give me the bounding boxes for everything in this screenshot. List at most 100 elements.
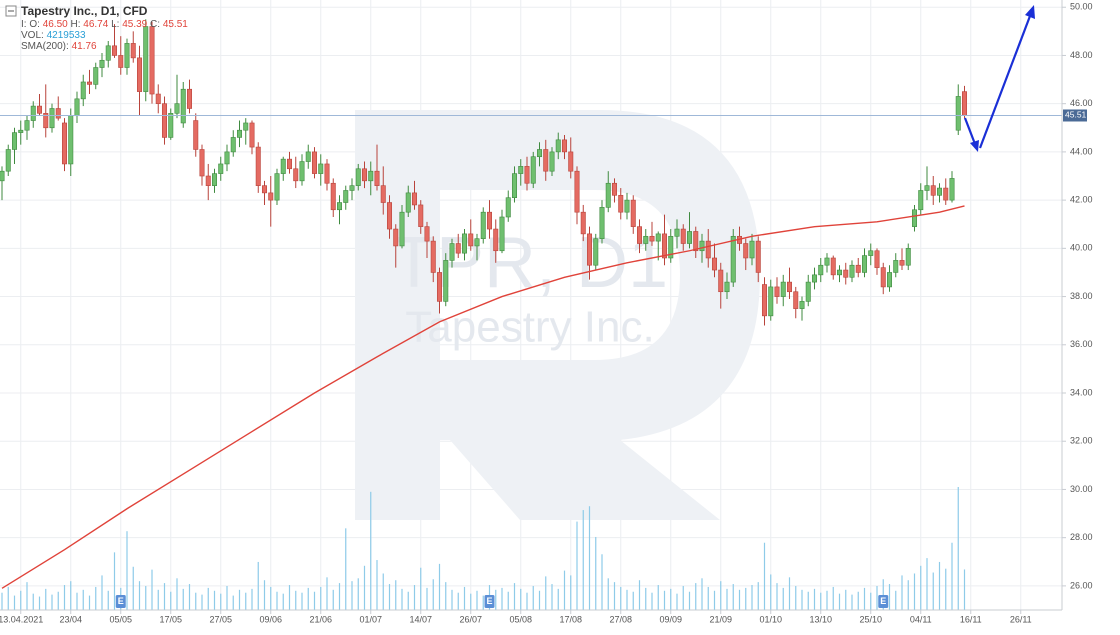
x-tick-label: 17/08 bbox=[559, 614, 582, 624]
field-value: 45.51 bbox=[163, 19, 188, 30]
volume-bar bbox=[376, 560, 378, 610]
annotation-arrows bbox=[963, 5, 1035, 152]
x-tick-label: 01/10 bbox=[759, 614, 782, 624]
volume-bar bbox=[238, 589, 241, 610]
volume-bar bbox=[63, 585, 66, 610]
candle-body bbox=[218, 163, 224, 174]
volume-bar bbox=[282, 593, 284, 610]
candle-body bbox=[911, 209, 917, 227]
candle-body bbox=[193, 120, 199, 150]
candle-body bbox=[318, 163, 324, 174]
candle-body bbox=[0, 170, 5, 182]
volume-bar bbox=[763, 542, 766, 610]
volume-bar bbox=[945, 568, 947, 610]
candle-body bbox=[205, 175, 211, 186]
candle-body bbox=[661, 233, 667, 259]
candle-body bbox=[212, 173, 218, 186]
candle-body bbox=[618, 194, 624, 213]
x-tick-label: 05/08 bbox=[509, 614, 532, 624]
volume-bar bbox=[657, 585, 659, 610]
arrow-head bbox=[970, 140, 979, 152]
volume-bar bbox=[195, 592, 197, 610]
candle-body bbox=[536, 149, 542, 158]
candle-body bbox=[324, 163, 330, 184]
candle-body bbox=[343, 190, 349, 203]
volume-bar bbox=[576, 521, 578, 610]
volume-bar bbox=[845, 589, 847, 610]
candle-body bbox=[68, 115, 74, 165]
y-tick-label: 46.00 bbox=[1070, 98, 1093, 108]
volume-bar bbox=[832, 586, 834, 610]
sma-label: SMA(200): bbox=[21, 41, 69, 52]
field-label: O: bbox=[29, 19, 40, 30]
candle-body bbox=[187, 88, 193, 109]
candle-body bbox=[418, 204, 424, 227]
candle-body bbox=[924, 185, 930, 191]
candle-body bbox=[130, 43, 136, 59]
candle-body bbox=[543, 149, 549, 172]
volume-bar bbox=[795, 585, 797, 610]
volume-bar bbox=[7, 586, 9, 610]
x-tick-label: 26/11 bbox=[1010, 614, 1032, 624]
candle-body bbox=[461, 233, 467, 254]
header-title: Tapestry Inc., D1, CFD bbox=[21, 4, 148, 18]
volume-bar bbox=[420, 567, 422, 610]
price-label: 45.51 bbox=[1065, 110, 1087, 120]
candle-body bbox=[580, 211, 586, 235]
candle-body bbox=[699, 240, 705, 252]
volume-bar bbox=[457, 592, 459, 610]
volume-bar bbox=[263, 580, 266, 610]
event-marker bbox=[484, 595, 495, 608]
candle-body bbox=[805, 281, 811, 302]
candle-body bbox=[443, 260, 449, 302]
x-tick-label: 27/05 bbox=[209, 614, 232, 624]
candle-body bbox=[811, 274, 817, 283]
volume-bar bbox=[445, 582, 447, 610]
candle-body bbox=[449, 243, 455, 261]
candle-body bbox=[49, 108, 55, 129]
candle-body bbox=[861, 255, 867, 273]
candle-body bbox=[899, 260, 905, 266]
header-sma: SMA(200): 41.76 bbox=[21, 41, 97, 52]
candle-body bbox=[405, 192, 411, 213]
candle-body bbox=[468, 233, 474, 247]
candle-body bbox=[105, 45, 111, 61]
volume-bar bbox=[782, 587, 784, 610]
event-marker bbox=[115, 595, 126, 608]
volume-bar bbox=[82, 589, 84, 610]
candle-body bbox=[749, 240, 755, 259]
volume-bar bbox=[307, 587, 309, 610]
field-label: L: bbox=[111, 19, 119, 30]
candle-body bbox=[18, 129, 24, 133]
volume-bar bbox=[438, 563, 441, 610]
event-label[interactable]: E bbox=[486, 596, 492, 606]
candle-body bbox=[355, 168, 361, 186]
volume-bar bbox=[1, 592, 3, 610]
candle-body bbox=[55, 108, 61, 119]
volume-bar bbox=[313, 591, 316, 610]
candle-body bbox=[705, 240, 711, 259]
x-tick-label: 27/08 bbox=[609, 614, 632, 624]
candle-body bbox=[155, 93, 161, 104]
volume-bar bbox=[688, 591, 691, 610]
candle-body bbox=[518, 166, 524, 174]
event-label[interactable]: E bbox=[880, 596, 886, 606]
candle-body bbox=[918, 190, 924, 211]
volume-bar bbox=[320, 586, 322, 610]
volume-bar bbox=[101, 575, 103, 610]
x-tick-label: 21/09 bbox=[709, 614, 732, 624]
candle-body bbox=[74, 98, 80, 117]
candle-body bbox=[162, 103, 168, 138]
candle-body bbox=[12, 132, 18, 150]
event-label[interactable]: E bbox=[118, 596, 124, 606]
volume-bar bbox=[938, 561, 941, 610]
candle-body bbox=[368, 170, 374, 182]
candle-body bbox=[643, 235, 649, 244]
volume-bar bbox=[726, 588, 728, 610]
candle-body bbox=[674, 228, 680, 237]
candle-body bbox=[124, 43, 130, 68]
volume-bar bbox=[863, 587, 866, 610]
volume-bar bbox=[301, 592, 303, 610]
volume-bar bbox=[601, 554, 603, 610]
candle-body bbox=[174, 103, 180, 114]
